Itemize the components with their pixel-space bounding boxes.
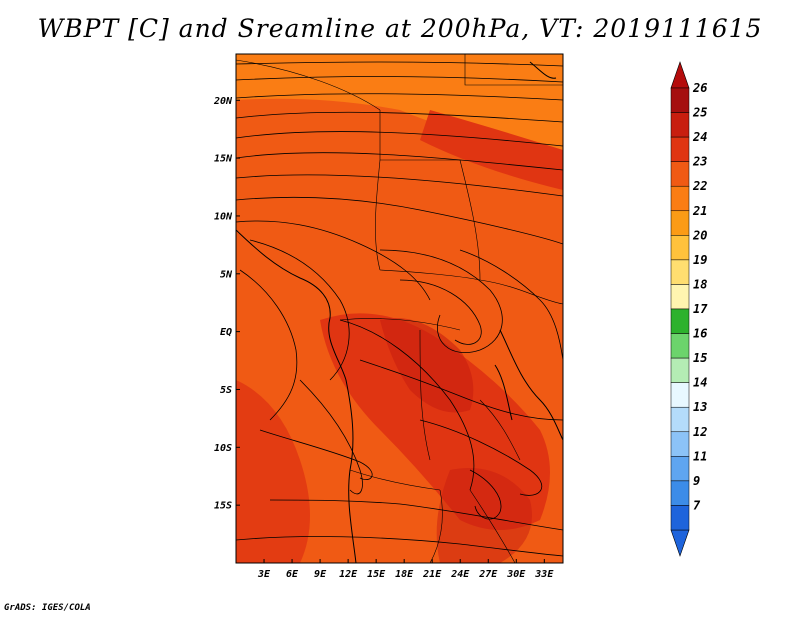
streamlines (236, 61, 563, 557)
x-tick-label: 21E (422, 569, 442, 580)
x-tick-label: 30E (506, 569, 526, 580)
coastlines (236, 61, 563, 563)
chart-title: WBPT [C] and Sreamline at 200hPa, VT: 20… (37, 14, 763, 43)
wbpt-zone-southeast (436, 468, 532, 563)
x-tick-label: 18E (395, 569, 414, 580)
x-tick-label: 15E (367, 569, 386, 580)
y-tick-label: 15S (214, 501, 232, 512)
x-tick-label: 12E (339, 569, 358, 580)
x-tick-label: 33E (534, 569, 554, 580)
y-tick-label: 20N (213, 96, 233, 107)
wbpt-zone-atlantic (236, 380, 310, 563)
y-tick-label: EQ (220, 327, 232, 338)
x-axis-ticks: 3E 6E 9E 12E 15E 18E 21E 24E 27E 30E 33E (257, 559, 554, 580)
y-tick-label: 5N (220, 269, 233, 280)
x-tick-label: 27E (478, 569, 498, 580)
y-axis-ticks: 20N 15N 10N 5N EQ 5S 10S 15S (213, 96, 240, 512)
grads-credit: GrADS: IGES/COLA (4, 603, 91, 613)
x-tick-label: 6E (286, 569, 299, 580)
wbpt-zone-sahel (420, 110, 563, 190)
x-tick-label: 9E (314, 569, 327, 580)
x-tick-label: 3E (257, 569, 271, 580)
wbpt-zone-interior (380, 318, 474, 413)
y-tick-label: 10S (214, 443, 232, 454)
x-tick-label: 24E (450, 569, 470, 580)
map-frame (235, 53, 564, 564)
y-tick-label: 5S (220, 385, 232, 396)
y-tick-label: 15N (214, 154, 233, 165)
y-tick-label: 10N (214, 211, 233, 222)
country-borders (236, 54, 563, 563)
